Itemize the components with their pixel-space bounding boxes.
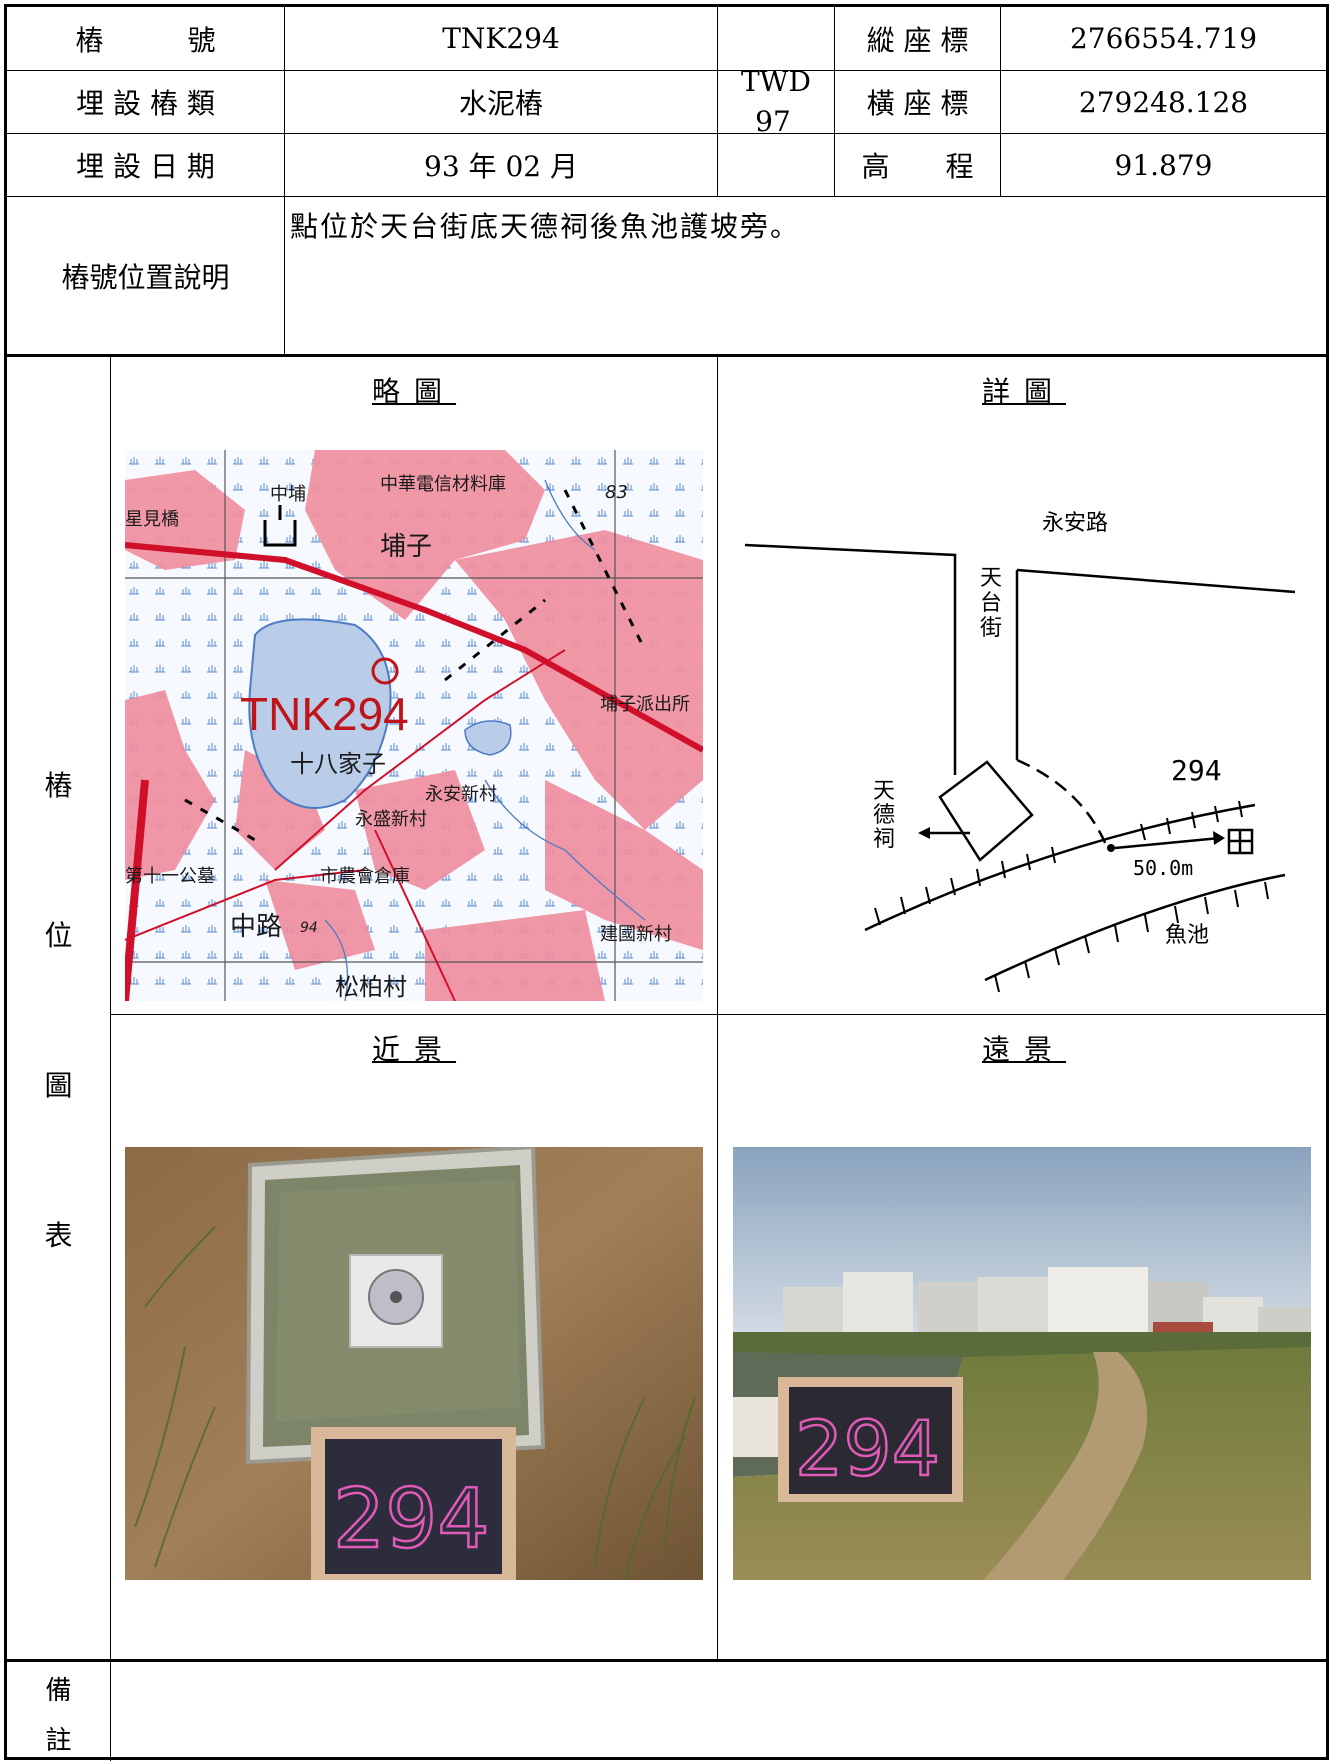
near-board-number: 294 bbox=[333, 1472, 490, 1567]
detail-street-1: 天 bbox=[980, 566, 1002, 591]
detail-road-label: 永安路 bbox=[1042, 511, 1108, 536]
detail-point-number: 294 bbox=[1171, 754, 1222, 787]
mid-row-line bbox=[110, 1014, 1326, 1015]
map-label-12: 松柏村 bbox=[335, 973, 407, 1001]
map-label-4: 埔子派出所 bbox=[600, 694, 690, 715]
col-line-1 bbox=[284, 7, 285, 357]
point-value: TNK294 bbox=[442, 22, 560, 55]
date-value: 93 年 02 月 bbox=[424, 150, 578, 183]
side-label: 樁 位 圖 表 bbox=[7, 356, 110, 1659]
bank-upper bbox=[864, 803, 1256, 932]
far-board-number: 294 bbox=[795, 1404, 940, 1493]
detail-temple-1: 天 bbox=[873, 779, 895, 804]
detail-temple-3: 祠 bbox=[873, 827, 895, 852]
far-title: 遠景 bbox=[982, 1033, 1067, 1066]
detail-street-2: 台 bbox=[980, 591, 1002, 616]
col-line-4 bbox=[1000, 7, 1001, 197]
col-line-3 bbox=[834, 7, 835, 197]
remarks-char-2: 註 bbox=[45, 1726, 72, 1756]
row-line-3 bbox=[7, 196, 1326, 197]
road-top-edge bbox=[1016, 568, 1296, 594]
description-label: 樁號位置說明 bbox=[61, 260, 230, 294]
map-label-10: 中路 bbox=[230, 912, 282, 942]
sketch-map-svg: 中華電信材料庫 中埔 星見橋 埔子 埔子派出所 十八家子 永安新村 永盛新村 第… bbox=[125, 450, 703, 1001]
benchmark-marker-icon bbox=[371, 657, 399, 685]
map-label-7: 永盛新村 bbox=[355, 809, 427, 830]
row-line-1 bbox=[7, 70, 1326, 71]
map-label-2: 星見橋 bbox=[125, 509, 179, 530]
date-label: 埋 設 日 期 bbox=[76, 150, 215, 183]
map-marker-label: TNK294 bbox=[240, 688, 409, 740]
map-label-0: 中華電信材料庫 bbox=[380, 474, 506, 495]
col-line-2 bbox=[717, 7, 718, 197]
detail-diagram: 永安路 天 台 街 天 德 祠 魚池 294 50.0m bbox=[725, 420, 1325, 1000]
side-char-3: 圖 bbox=[44, 1069, 73, 1102]
easting-value: 279248.128 bbox=[1078, 85, 1249, 119]
near-title: 近景 bbox=[372, 1033, 457, 1066]
remarks-char-1: 備 bbox=[45, 1676, 72, 1706]
row-line-4 bbox=[7, 354, 1326, 357]
type-value: 水泥樁 bbox=[458, 87, 543, 120]
far-view-photo: 294 bbox=[733, 1147, 1311, 1580]
side-char-2: 位 bbox=[44, 919, 73, 952]
road-left-edge bbox=[744, 543, 957, 775]
detail-street-3: 街 bbox=[980, 616, 1002, 641]
near-photo-svg: 294 bbox=[125, 1147, 703, 1580]
northing-value: 2766554.719 bbox=[1069, 22, 1258, 55]
detail-distance: 50.0m bbox=[1133, 856, 1193, 880]
page-border bbox=[4, 4, 1329, 1760]
factory-icon bbox=[263, 520, 297, 547]
northing-label: 縱 座 標 bbox=[866, 23, 969, 57]
side-char-1: 樁 bbox=[44, 769, 73, 802]
sketch-map: 中華電信材料庫 中埔 星見橋 埔子 埔子派出所 十八家子 永安新村 永盛新村 第… bbox=[125, 450, 703, 1001]
side-col-line bbox=[110, 356, 111, 1761]
map-label-14: 94 bbox=[300, 920, 318, 936]
detail-title: 詳圖 bbox=[982, 375, 1067, 408]
row-line-2 bbox=[7, 133, 1326, 134]
bank-lower bbox=[984, 873, 1286, 982]
near-view-photo: 294 bbox=[125, 1147, 703, 1580]
map-label-1: 中埔 bbox=[270, 484, 306, 505]
height-value: 91.879 bbox=[1114, 148, 1213, 182]
height-label: 高 程 bbox=[861, 150, 974, 183]
temple-shape bbox=[938, 760, 1034, 862]
point-label: 樁 號 bbox=[75, 23, 216, 57]
detail-pond-label: 魚池 bbox=[1165, 923, 1209, 948]
description-text: 點位於天台街底天德祠後魚池護坡旁。 bbox=[290, 210, 801, 243]
mid-col-line bbox=[717, 356, 718, 1661]
far-photo-svg: 294 bbox=[733, 1147, 1311, 1580]
datum-label: TWD 97 bbox=[741, 64, 811, 138]
detail-temple-2: 德 bbox=[873, 803, 895, 828]
map-label-8: 第十一公墓 bbox=[125, 866, 215, 887]
easting-label: 橫 座 標 bbox=[866, 87, 969, 120]
row-line-remark bbox=[7, 1659, 1326, 1662]
map-label-6: 永安新村 bbox=[425, 784, 497, 805]
map-label-9: 市農會倉庫 bbox=[320, 866, 410, 887]
type-label: 埋 設 樁 類 bbox=[76, 87, 215, 120]
path-curve bbox=[1016, 758, 1110, 851]
remarks-label: 備 註 bbox=[7, 1662, 110, 1760]
map-label-11: 建國新村 bbox=[600, 924, 672, 945]
sketch-title: 略圖 bbox=[372, 375, 457, 408]
side-char-4: 表 bbox=[44, 1219, 73, 1252]
map-label-5: 十八家子 bbox=[290, 750, 386, 778]
map-label-13: 83 bbox=[605, 482, 628, 503]
map-label-3: 埔子 bbox=[380, 532, 432, 562]
detail-diagram-svg: 永安路 天 台 街 天 德 祠 魚池 294 50.0m bbox=[744, 511, 1296, 993]
